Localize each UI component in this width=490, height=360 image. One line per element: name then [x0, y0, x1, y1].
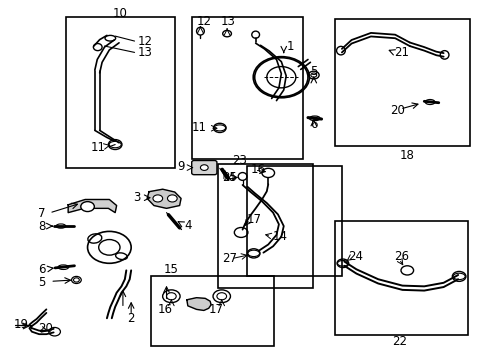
Text: 4: 4	[184, 219, 192, 231]
Text: 16: 16	[251, 163, 266, 176]
Circle shape	[168, 195, 177, 202]
Text: 22: 22	[392, 335, 408, 348]
Text: 7: 7	[38, 207, 46, 220]
Bar	[150, 276, 274, 346]
Bar	[66, 17, 175, 168]
Text: 19: 19	[13, 318, 28, 331]
Circle shape	[81, 202, 95, 212]
Text: 17: 17	[247, 213, 262, 226]
Text: 24: 24	[348, 251, 363, 264]
Text: 1: 1	[286, 40, 294, 53]
Text: 13: 13	[220, 15, 236, 28]
Bar	[247, 166, 342, 276]
Text: 21: 21	[394, 46, 409, 59]
Text: 3: 3	[133, 190, 141, 203]
Text: 6: 6	[38, 263, 46, 276]
Text: 17: 17	[208, 303, 223, 316]
Text: 15: 15	[164, 263, 179, 276]
Text: 23: 23	[232, 154, 246, 167]
Text: 18: 18	[400, 149, 415, 162]
Text: 20: 20	[391, 104, 405, 117]
FancyBboxPatch shape	[192, 161, 217, 175]
Bar	[192, 17, 303, 159]
Bar	[335, 221, 468, 335]
Text: 2: 2	[127, 312, 135, 325]
Circle shape	[200, 165, 208, 170]
Bar	[335, 19, 470, 146]
Text: 16: 16	[158, 303, 172, 316]
Circle shape	[153, 195, 163, 202]
Polygon shape	[68, 199, 117, 213]
Text: 26: 26	[394, 251, 409, 264]
Text: 13: 13	[138, 46, 152, 59]
Bar	[219, 164, 313, 288]
Text: 8: 8	[38, 220, 46, 233]
Text: 11: 11	[191, 121, 206, 134]
Text: 14: 14	[273, 230, 288, 243]
Text: 5: 5	[38, 276, 46, 289]
Text: 6: 6	[311, 118, 318, 131]
Text: 5: 5	[311, 65, 318, 78]
Text: 12: 12	[196, 15, 211, 28]
Text: 4: 4	[227, 171, 235, 184]
Text: 20: 20	[38, 321, 52, 335]
Text: 10: 10	[113, 7, 127, 20]
Text: 12: 12	[138, 35, 152, 48]
Polygon shape	[187, 298, 211, 310]
Text: 9: 9	[177, 161, 185, 174]
Polygon shape	[147, 189, 181, 208]
Text: 25: 25	[222, 171, 237, 184]
Text: 11: 11	[91, 141, 105, 154]
Text: 27: 27	[222, 252, 237, 265]
